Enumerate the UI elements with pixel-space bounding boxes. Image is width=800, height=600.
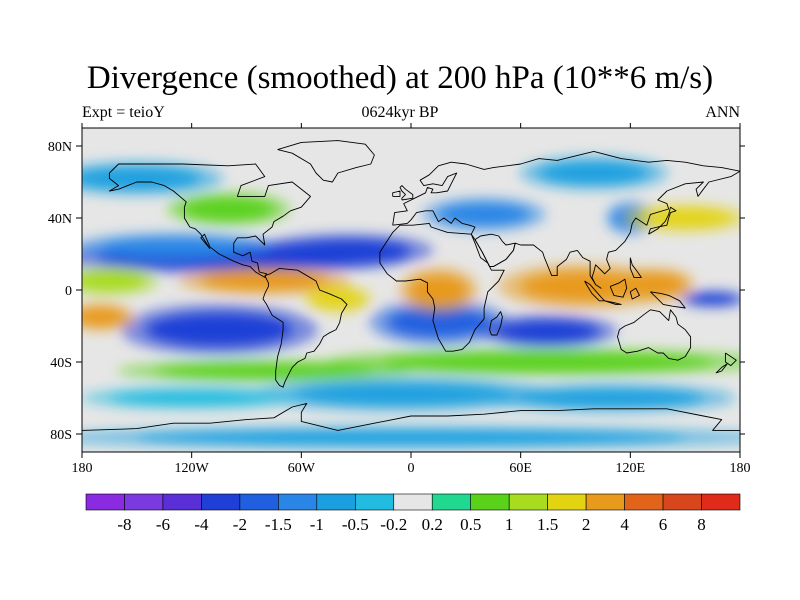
y-axis: 80N 40N 0 40S 80S	[48, 140, 745, 443]
colorbar-swatch	[547, 493, 587, 511]
colorbar-swatch	[701, 493, 741, 511]
field-cell	[82, 272, 146, 290]
field-cell	[520, 389, 704, 407]
field-cell	[283, 239, 411, 262]
colorbar-label: 1.5	[537, 515, 558, 534]
colorbar-swatch	[124, 493, 164, 511]
experiment-label: Expt = teioY	[82, 104, 165, 121]
field-cell	[109, 390, 274, 406]
coastline-madagascar	[489, 311, 503, 336]
colorbar-label: 8	[697, 515, 706, 534]
colorbar-label: 0.5	[460, 515, 481, 534]
colorbar-swatch	[431, 493, 472, 511]
field-cell	[383, 353, 713, 371]
colorbar-label: -0.2	[380, 515, 407, 534]
field-cell	[292, 383, 512, 406]
field-cell	[639, 209, 731, 227]
y-tick-label: 40S	[50, 356, 72, 371]
colorbar-swatch	[316, 493, 356, 511]
time-period-label: 0624kyr BP	[361, 104, 439, 121]
field-cell	[686, 293, 739, 305]
colorbar-swatch	[470, 493, 510, 511]
field-cell	[182, 198, 274, 220]
field-cell	[496, 320, 600, 343]
coastline-antarctica	[82, 402, 740, 431]
field-cell	[409, 275, 468, 305]
colorbar-swatch	[393, 493, 433, 511]
field-cell	[136, 430, 686, 445]
colorbar-label: 6	[659, 515, 668, 534]
colorbar-label: -0.5	[342, 515, 369, 534]
y-tick-label: 0	[65, 284, 72, 299]
field-cell	[82, 167, 201, 190]
colorbar-label: 0.2	[422, 515, 443, 534]
colorbar-swatch	[278, 493, 318, 511]
coastline-australia	[617, 309, 692, 361]
coastline-south-america	[262, 267, 348, 388]
coastlines	[82, 140, 740, 431]
coastline-africa	[379, 222, 505, 352]
field-cell	[312, 290, 364, 308]
field-cell	[538, 162, 649, 184]
colorbar-label: -1.5	[265, 515, 292, 534]
x-axis: 180 120W 60W 0 60E 120E 180	[72, 123, 751, 476]
x-tick-label: 180	[730, 461, 751, 476]
colorbar-swatch	[162, 493, 202, 511]
y-tick-label: 40N	[48, 212, 72, 227]
colorbar-label: 4	[620, 515, 629, 534]
colorbar: -8 -6 -4 -2 -1.5 -1 -0.5 -0.2 0.2 0.5 1 1.5 2 4 6 8	[85, 493, 741, 534]
x-tick-label: 120E	[616, 461, 646, 476]
field-cell	[145, 313, 293, 346]
coastline-north-america	[108, 163, 311, 278]
field-cell	[82, 308, 126, 326]
coastline-indonesia	[584, 257, 686, 309]
field-cell	[520, 272, 649, 301]
field-cell	[100, 237, 247, 256]
coastline-arabia	[474, 233, 516, 268]
x-tick-label: 60W	[288, 461, 316, 476]
field-cell	[387, 308, 490, 337]
colorbar-swatch	[624, 493, 664, 511]
field-cell	[200, 272, 329, 290]
field-cell	[630, 273, 686, 296]
colorbar-swatch	[201, 493, 241, 511]
colorbar-swatch	[239, 493, 279, 511]
x-tick-label: 0	[408, 461, 415, 476]
y-tick-label: 80N	[48, 140, 72, 155]
coastline-greenland	[277, 140, 375, 183]
x-tick-label: 60E	[509, 461, 532, 476]
colorbar-swatch	[354, 493, 395, 511]
x-tick-label: 120W	[175, 461, 210, 476]
map-plot-area	[81, 127, 741, 453]
chart-title: Divergence (smoothed) at 200 hPa (10**6 …	[86, 60, 714, 96]
colorbar-label: -6	[156, 515, 170, 534]
colorbar-label: -8	[117, 515, 131, 534]
coastline-japan	[648, 206, 677, 235]
colorbar-label: -4	[194, 515, 209, 534]
colorbar-swatch	[85, 493, 125, 511]
colorbar-swatch	[508, 493, 548, 511]
colorbar-label: 2	[582, 515, 591, 534]
coastline-uk	[392, 185, 414, 201]
x-tick-label: 180	[72, 461, 93, 476]
y-tick-label: 80S	[50, 428, 72, 443]
colorbar-label: 1	[505, 515, 514, 534]
colorbar-label: -1	[310, 515, 324, 534]
season-label: ANN	[705, 104, 740, 121]
colorbar-swatch	[585, 493, 625, 511]
divergence-field	[82, 155, 740, 450]
colorbar-swatch	[662, 493, 702, 511]
field-cell	[155, 363, 375, 379]
field-cell	[438, 203, 530, 226]
colorbar-label: -2	[233, 515, 247, 534]
coastline-new-zealand	[715, 352, 737, 374]
